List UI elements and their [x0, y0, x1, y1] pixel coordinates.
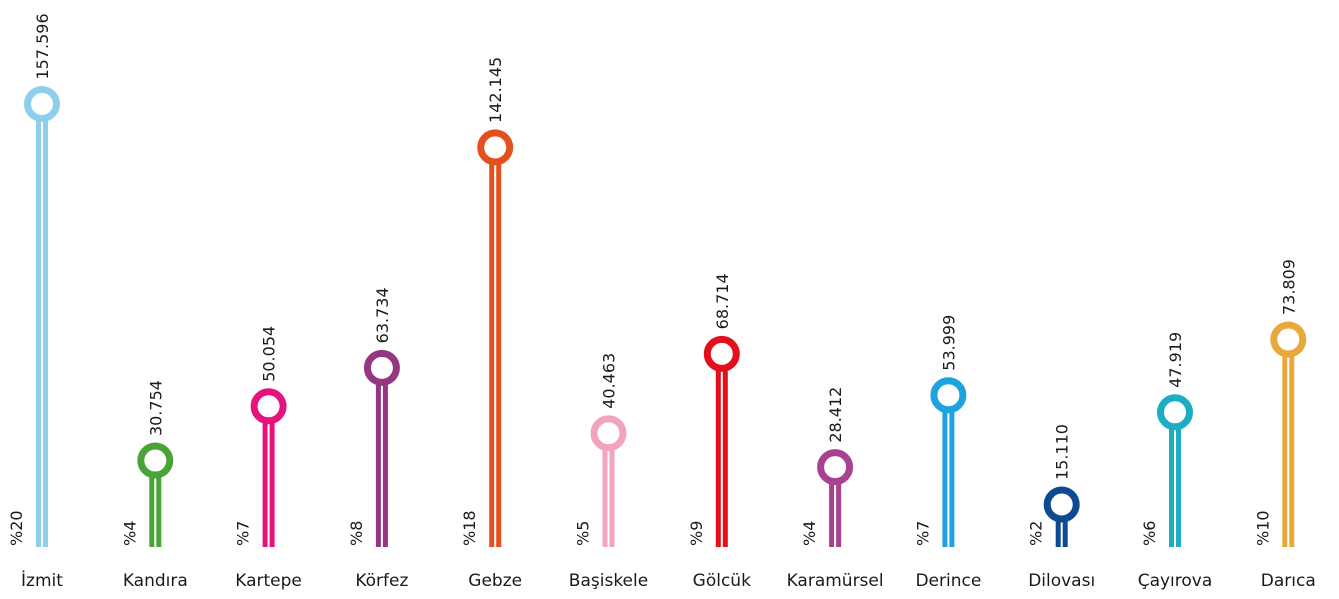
category-label: Başiskele — [569, 571, 648, 591]
lollipop-head — [137, 442, 174, 479]
lollipop-category-10: 47.919 %6 Çayırova — [1138, 332, 1213, 591]
category-label: Darıca — [1261, 571, 1316, 591]
value-label: 73.809 — [1279, 259, 1298, 315]
percent-label: %4 — [800, 521, 819, 546]
lollipop-head — [930, 377, 967, 414]
lollipop-head — [703, 335, 740, 372]
percent-label: %7 — [913, 521, 932, 546]
value-label: 157.596 — [33, 13, 52, 79]
lollipop-category-6: 68.714 %9 Gölcük — [687, 273, 751, 591]
lollipop-head — [24, 86, 60, 122]
lollipop-head — [1157, 394, 1193, 431]
category-label: Derince — [915, 571, 981, 591]
value-label: 15.110 — [1053, 424, 1072, 480]
lollipop-category-9: 15.110 %2 Dilovası — [1027, 424, 1096, 591]
lollipop-head — [363, 349, 400, 386]
category-label: Dilovası — [1028, 571, 1095, 591]
percent-label: %10 — [1253, 510, 1272, 546]
lollipop-category-3: 63.734 %8 Körfez — [347, 287, 409, 591]
lollipop-head — [1043, 486, 1080, 523]
percent-label: %6 — [1140, 521, 1159, 546]
percent-label: %18 — [460, 510, 479, 546]
value-label: 68.714 — [713, 273, 732, 329]
category-label: Körfez — [355, 571, 408, 591]
lollipop-head — [250, 388, 287, 425]
percent-label: %20 — [7, 510, 26, 546]
lollipop-category-5: 40.463 %5 Başiskele — [569, 353, 648, 591]
value-label: 142.145 — [486, 57, 505, 123]
percent-label: %2 — [1027, 521, 1046, 546]
lollipop-category-1: 30.754 %4 Kandıra — [120, 380, 187, 591]
category-label: Gölcük — [693, 571, 751, 591]
percent-label: %5 — [574, 521, 593, 546]
lollipop-head — [590, 415, 627, 452]
category-label: Kartepe — [235, 571, 302, 591]
category-label: Gebze — [468, 571, 522, 591]
category-label: İzmit — [21, 570, 63, 591]
percent-label: %8 — [347, 521, 366, 546]
lollipop-head — [477, 129, 514, 166]
lollipop-category-2: 50.054 %7 Kartepe — [234, 326, 302, 591]
percent-label: %7 — [234, 521, 253, 546]
value-label: 63.734 — [373, 287, 392, 343]
value-label: 53.999 — [939, 315, 958, 371]
percent-label: %9 — [687, 521, 706, 546]
value-label: 40.463 — [600, 353, 619, 409]
value-label: 30.754 — [146, 380, 165, 436]
lollipop-head — [1270, 321, 1307, 358]
lollipop-category-11: 73.809 %10 Darıca — [1253, 259, 1315, 591]
lollipop-category-8: 53.999 %7 Derince — [913, 315, 981, 591]
category-label: Çayırova — [1138, 571, 1213, 591]
value-label: 50.054 — [260, 326, 279, 382]
value-label: 47.919 — [1166, 332, 1185, 388]
percent-label: %4 — [120, 521, 139, 546]
value-label: 28.412 — [826, 387, 845, 443]
lollipop-head — [817, 449, 854, 486]
category-label: Karamürsel — [787, 571, 884, 591]
lollipop-category-4: 142.145 %18 Gebze — [460, 57, 522, 591]
lollipop-category-0: 157.596 %20 İzmit — [7, 13, 63, 591]
lollipop-category-7: 28.412 %4 Karamürsel — [787, 387, 884, 591]
category-label: Kandıra — [123, 571, 188, 591]
